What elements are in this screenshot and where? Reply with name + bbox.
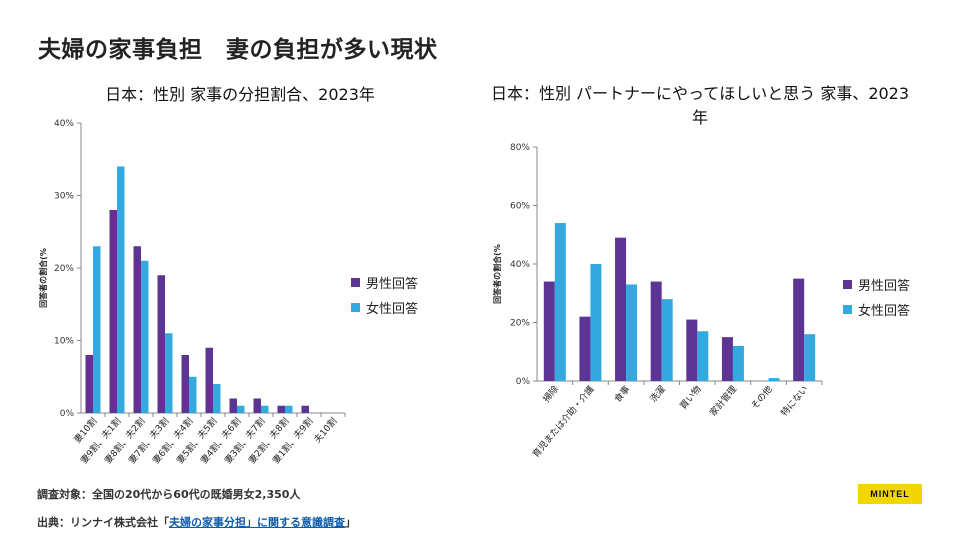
- chart2-bar-male: [793, 278, 805, 381]
- chart2-x-tick-label: 掃除: [540, 383, 561, 405]
- legend-swatch-female: [351, 303, 360, 312]
- chart2-bar-female: [697, 331, 709, 381]
- chart2-x-tick-label: 洗濯: [647, 383, 668, 405]
- legend-item-female: 女性回答: [843, 297, 910, 322]
- chart2-bar-male: [721, 337, 733, 381]
- chart1-bar-male: [109, 210, 117, 413]
- chart2-x-tick-label: 育児または介助・介護: [530, 383, 597, 460]
- legend-label-female: 女性回答: [858, 304, 911, 319]
- chart2-x-tick-label: 家計管理: [707, 383, 739, 418]
- legend-swatch-male: [843, 280, 852, 289]
- chart1-bar-male: [157, 275, 165, 413]
- chart1-bar-male: [301, 405, 309, 413]
- chart2-bar-female: [626, 284, 638, 381]
- legend-swatch-male: [351, 278, 360, 287]
- source-note: 出典：リンナイ株式会社「夫婦の家事分担」に関する意識調査」: [37, 514, 356, 530]
- chart1-bar-female: [285, 405, 293, 413]
- chart1-legend: 男性回答 女性回答: [351, 270, 418, 320]
- chart2-y-label: 回答者の割合(%: [492, 244, 502, 304]
- legend-item-male: 男性回答: [843, 272, 910, 297]
- legend-item-male: 男性回答: [351, 270, 418, 295]
- legend-label-male: 男性回答: [858, 279, 911, 294]
- page-title: 夫婦の家事負担 妻の負担が多い現状: [38, 37, 438, 63]
- chart1-bar-female: [93, 246, 101, 413]
- chart2-bar-female: [804, 334, 816, 381]
- survey-note: 調査対象：全国の20代から60代の既婚男女2,350人: [37, 488, 301, 501]
- source-prefix: 出典：リンナイ株式会社「: [37, 516, 169, 529]
- chart2-bar-female: [768, 378, 780, 381]
- chart2-bar-female: [661, 299, 673, 381]
- chart1-bar-female: [117, 166, 125, 413]
- chart1-bar-male: [85, 355, 93, 413]
- chart1-bar-female: [261, 405, 269, 413]
- chart2-y-tick-label: 80%: [510, 143, 530, 153]
- chart2-y-tick-label: 60%: [510, 202, 530, 212]
- chart2-y-tick-label: 0%: [516, 377, 531, 387]
- chart2-bar-female: [732, 345, 744, 381]
- source-suffix: 」: [345, 516, 356, 529]
- chart2-bar-male: [650, 281, 662, 381]
- chart1-bar-male: [229, 398, 237, 413]
- chart2-x-tick-label: その他: [748, 383, 775, 411]
- chart2-bar-male: [579, 316, 591, 381]
- chart2-title: 日本：性別 パートナーにやってほしいと思う 家事、2023年: [490, 84, 910, 127]
- chart1-title: 日本：性別 家事の分担割合、2023年: [105, 85, 375, 104]
- chart2-x-tick-label: 食事: [612, 383, 633, 405]
- chart2-legend: 男性回答 女性回答: [843, 272, 910, 322]
- chart1-bar-female: [141, 260, 149, 413]
- chart1-bar-male: [181, 355, 189, 413]
- chart1-bar-male: [133, 246, 141, 413]
- chart2-x-tick-label: 買い物: [677, 383, 704, 411]
- chart1-x-tick-label: 夫10割: [311, 415, 339, 445]
- chart1-bar-female: [189, 376, 197, 413]
- chart1-y-tick-label: 30%: [54, 192, 74, 202]
- chart1-bar-female: [237, 405, 245, 413]
- chart2-y-tick-label: 20%: [510, 319, 530, 329]
- chart2-bar-male: [615, 237, 627, 381]
- legend-label-female: 女性回答: [366, 302, 419, 317]
- chart2-bar-male: [686, 319, 698, 381]
- chart1-bar-male: [253, 398, 261, 413]
- chart2-bar-female: [554, 223, 566, 381]
- chart1-y-tick-label: 0%: [60, 409, 75, 419]
- chart1-y-tick-label: 40%: [54, 119, 74, 129]
- chart1-y-tick-label: 10%: [54, 337, 74, 347]
- chart2-bar-male: [543, 281, 555, 381]
- chart1-bar-male: [205, 347, 213, 413]
- chart1-bar-female: [213, 384, 221, 413]
- chart1-x-tick-label: 妻1割、夫9割: [270, 415, 315, 466]
- legend-swatch-female: [843, 305, 852, 314]
- chart1-y-tick-label: 20%: [54, 264, 74, 274]
- chart1-y-label: 回答者の割合(%: [38, 248, 48, 308]
- mintel-logo: MINTEL: [858, 484, 922, 504]
- chart1-bar-female: [165, 333, 173, 413]
- source-link[interactable]: 夫婦の家事分担」に関する意識調査: [169, 516, 345, 529]
- chart1-bar-male: [277, 405, 285, 413]
- legend-item-female: 女性回答: [351, 295, 418, 320]
- legend-label-male: 男性回答: [366, 277, 419, 292]
- chart2-y-tick-label: 40%: [510, 260, 530, 270]
- chart2-bar-female: [590, 264, 602, 381]
- chart2-x-tick-label: 特にない: [778, 383, 810, 418]
